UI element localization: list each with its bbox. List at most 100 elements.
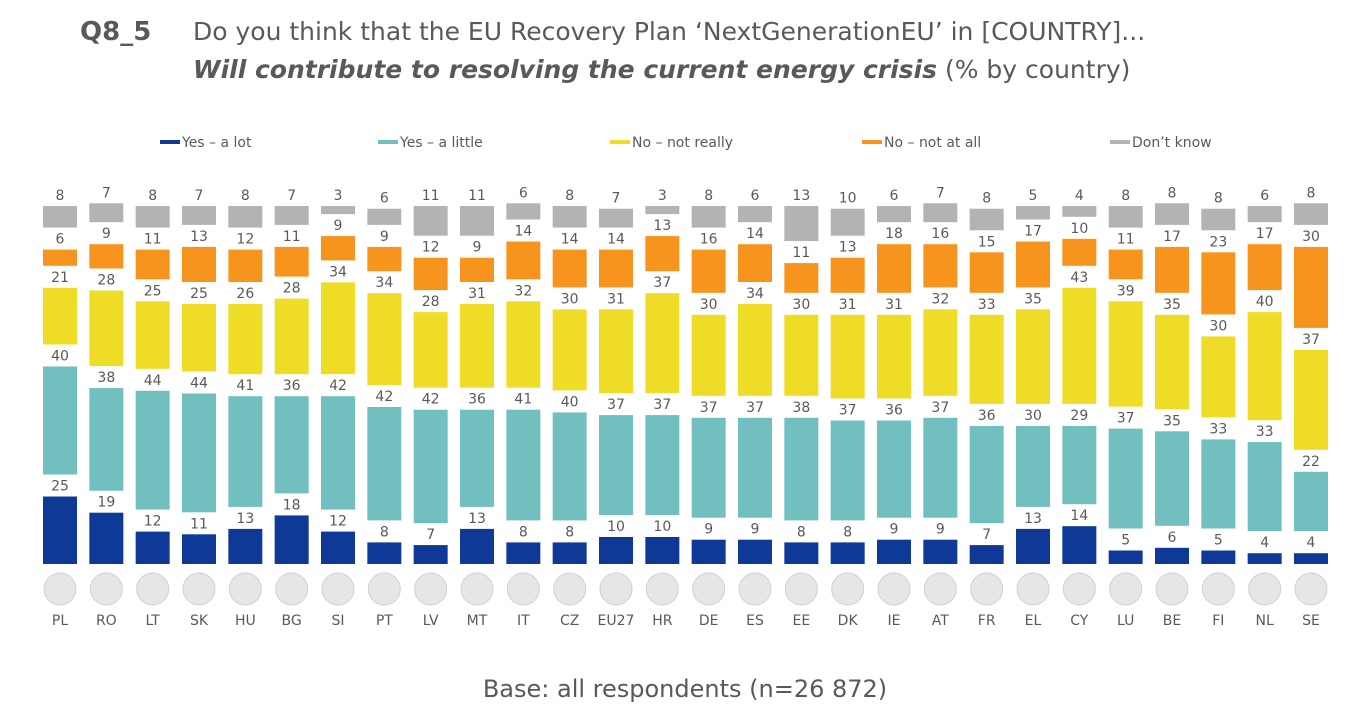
- value-label: 28: [97, 273, 115, 289]
- bar-segment: [1016, 528, 1050, 564]
- value-label: 42: [422, 392, 440, 408]
- bar-segment: [923, 539, 958, 564]
- bar-segment: [367, 208, 402, 225]
- bar-segment: [228, 304, 263, 375]
- value-label: 23: [1209, 234, 1227, 250]
- flag: [553, 572, 587, 606]
- bar-segment: [599, 537, 633, 564]
- bar-segment: [1201, 208, 1236, 231]
- bar-segment: [89, 512, 124, 564]
- bar-segment: [413, 409, 448, 524]
- x-tick-label: HU: [235, 613, 256, 629]
- value-label: 33: [978, 297, 996, 313]
- bar-segment: [182, 246, 216, 282]
- bar-segment: [89, 290, 124, 367]
- value-label: 7: [102, 185, 111, 201]
- bar-segment: [321, 396, 355, 510]
- value-label: 7: [287, 188, 296, 204]
- bar-segment: [969, 252, 1004, 293]
- bar-segment: [830, 314, 865, 399]
- bar-segment: [1016, 309, 1050, 404]
- bar-segment: [1247, 206, 1282, 223]
- bar-segment: [645, 206, 680, 215]
- value-label: 26: [236, 286, 254, 302]
- value-label: 14: [746, 226, 764, 242]
- value-label: 35: [1163, 297, 1181, 313]
- bar-segment: [599, 208, 633, 228]
- legend-label: Yes – a little: [399, 135, 483, 151]
- value-label: 13: [1024, 511, 1042, 527]
- value-label: 19: [97, 495, 115, 511]
- bar-segment: [830, 257, 865, 293]
- flag: [460, 572, 494, 606]
- subtitle-rest: (% by country): [945, 55, 1130, 84]
- value-label: 10: [839, 191, 857, 207]
- bar-segment: [367, 542, 402, 564]
- bar-segment: [599, 309, 633, 394]
- bar-segment: [877, 420, 911, 518]
- value-label: 6: [1168, 530, 1177, 546]
- value-label: 6: [890, 188, 899, 204]
- x-tick-label: FI: [1212, 613, 1224, 629]
- bar-segment: [877, 314, 911, 399]
- bar-segment: [413, 206, 448, 236]
- bar-segment: [784, 542, 819, 564]
- value-label: 21: [51, 270, 69, 286]
- value-label: 37: [1117, 411, 1135, 427]
- bar-segment: [645, 293, 680, 394]
- bar-segment: [1108, 249, 1143, 280]
- bar-segment: [1201, 336, 1236, 418]
- value-label: 16: [931, 226, 949, 242]
- value-label: 42: [375, 389, 393, 405]
- bar-segment: [321, 206, 355, 215]
- value-label: 6: [751, 188, 760, 204]
- bar-segment: [599, 249, 633, 288]
- bar-segment: [506, 301, 541, 388]
- bar-segment: [691, 206, 726, 228]
- flag: [228, 572, 262, 606]
- bar-segment: [923, 244, 958, 288]
- value-label: 30: [1024, 408, 1042, 424]
- bar-segment: [599, 415, 633, 515]
- flag: [321, 572, 355, 606]
- value-label: 7: [936, 185, 945, 201]
- bar-segment: [691, 249, 726, 293]
- value-label: 31: [607, 291, 625, 307]
- bar-segment: [969, 314, 1004, 404]
- value-label: 30: [700, 297, 718, 313]
- x-tick-label: IE: [888, 613, 901, 629]
- bar-segment: [1201, 439, 1236, 529]
- bar-segment: [89, 244, 124, 269]
- subtitle-emphasis: Will contribute to resolving the current…: [193, 55, 937, 84]
- value-label: 7: [982, 527, 991, 543]
- x-tick-label: RO: [96, 613, 117, 629]
- question: Do you think that the EU Recovery Plan ‘…: [193, 17, 1145, 46]
- bar-segment: [1294, 246, 1328, 328]
- bar-segment: [552, 206, 587, 228]
- value-label: 12: [329, 514, 347, 530]
- bar-segment: [645, 236, 680, 272]
- value-label: 25: [144, 283, 162, 299]
- value-label: 38: [97, 370, 115, 386]
- value-label: 37: [746, 400, 764, 416]
- value-label: 33: [1209, 421, 1227, 437]
- bar-segment: [691, 417, 726, 518]
- value-label: 13: [190, 229, 208, 245]
- value-label: 13: [839, 240, 857, 256]
- value-label: 37: [1302, 332, 1320, 348]
- value-label: 5: [1214, 533, 1223, 549]
- value-label: 12: [422, 240, 440, 256]
- bar-segment: [923, 417, 958, 518]
- value-label: 36: [978, 408, 996, 424]
- value-label: 17: [1256, 226, 1274, 242]
- bar-segment: [228, 249, 263, 282]
- bar-segment: [969, 425, 1004, 524]
- value-label: 9: [890, 522, 899, 538]
- value-label: 9: [936, 522, 945, 538]
- value-label: 8: [148, 188, 157, 204]
- value-label: 6: [519, 185, 528, 201]
- bar-segment: [413, 545, 448, 564]
- legend-label: No – not really: [632, 135, 733, 151]
- value-label: 37: [839, 403, 857, 419]
- bar-segment: [691, 539, 726, 564]
